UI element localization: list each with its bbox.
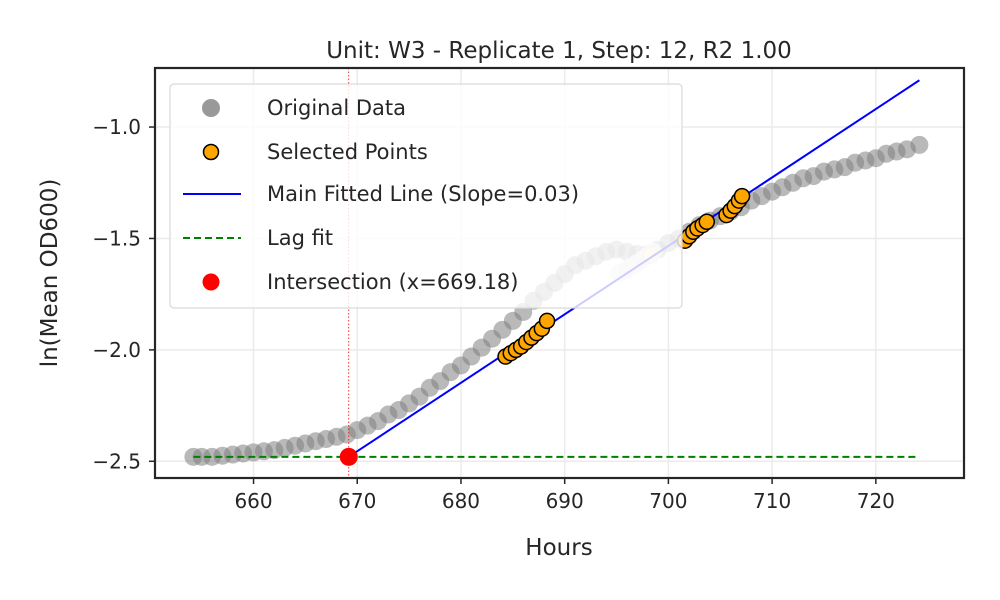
x-axis-title: Hours	[525, 535, 592, 561]
original-data-point	[910, 135, 929, 154]
x-tick-label: 710	[753, 489, 791, 513]
plot-frame	[153, 66, 966, 480]
legend: Original Data Selected Points Main Fitte…	[169, 83, 683, 309]
y-tick-label: −1.0	[92, 115, 141, 139]
legend-marker-selected-points	[202, 143, 220, 161]
legend-marker-intersection	[202, 273, 220, 291]
legend-box	[169, 83, 683, 309]
x-tick-label: 720	[857, 489, 895, 513]
x-tick-label: 700	[649, 489, 687, 513]
x-tick-label: 680	[442, 489, 480, 513]
legend-label-original-data: Original Data	[267, 96, 406, 120]
legend-label-intersection: Intersection (x=669.18)	[267, 270, 519, 294]
y-tick-label: −1.5	[92, 226, 141, 250]
x-tick-label: 660	[234, 489, 272, 513]
legend-marker-original-data	[202, 99, 220, 117]
legend-label-lag-fit: Lag fit	[267, 226, 333, 250]
y-tick-label: −2.5	[92, 449, 141, 473]
x-tick-label: 690	[546, 489, 584, 513]
selected-point	[733, 187, 751, 205]
intersection-point	[339, 447, 358, 466]
x-tick-label: 670	[338, 489, 376, 513]
legend-label-selected-points: Selected Points	[267, 140, 428, 164]
legend-label-fitted-line: Main Fitted Line (Slope=0.03)	[267, 182, 579, 206]
selected-point	[538, 312, 556, 330]
selected-point	[698, 213, 716, 230]
ticks: 660 670 680 690 700 710 720 −2.5 −2.0 −1.5 −1.0	[92, 115, 895, 513]
y-tick-label: −2.0	[92, 338, 141, 362]
y-axis-title: ln(Mean OD600)	[37, 179, 63, 368]
chart-title: Unit: W3 - Replicate 1, Step: 12, R2 1.0…	[326, 38, 792, 64]
